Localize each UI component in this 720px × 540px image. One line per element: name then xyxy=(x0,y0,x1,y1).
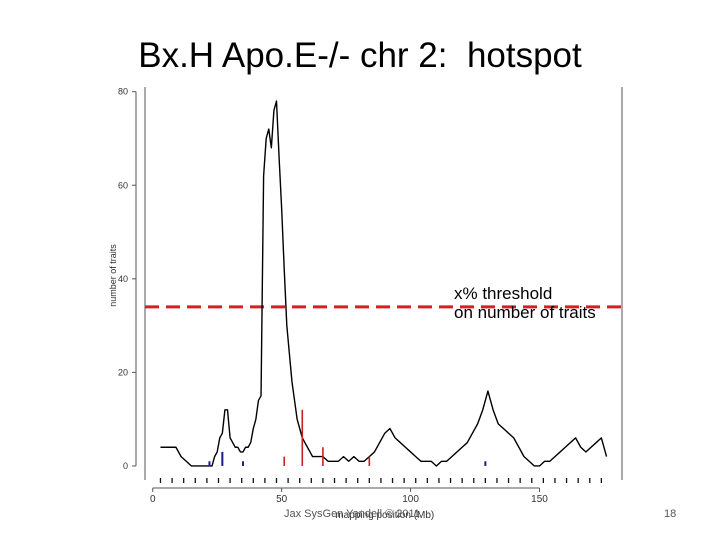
y-tick-label: 60 xyxy=(118,180,128,190)
plot-frame xyxy=(144,87,623,480)
threshold-annotation-line2: on number of traits xyxy=(454,303,596,322)
y-tick-label: 40 xyxy=(118,274,128,284)
x-tick-label: 50 xyxy=(276,494,288,505)
x-tick-label: 100 xyxy=(402,494,419,505)
chart-axes xyxy=(132,91,540,492)
y-tick-label: 0 xyxy=(123,461,128,471)
chart-marks xyxy=(145,100,622,483)
threshold-annotation-line1: x% threshold xyxy=(454,284,553,303)
threshold-annotation: x% threshold on number of traits xyxy=(454,284,596,322)
y-axis-label: number of traits xyxy=(108,244,118,307)
x-tick-label: 150 xyxy=(531,494,548,505)
y-tick-label: 20 xyxy=(118,367,128,377)
page-number: 18 xyxy=(664,508,677,520)
slide-title: Bx.H Apo.E-/- chr 2: hotspot xyxy=(138,36,582,75)
y-tick-label: 80 xyxy=(118,87,128,97)
x-tick-label: 0 xyxy=(150,494,156,505)
x-axis-label: mapping position (Mb) xyxy=(335,510,434,521)
series-line xyxy=(160,100,608,467)
chart-labels: 0 20 40 60 80 number of traits 0 50 100 150 mappin… xyxy=(108,87,548,521)
footer-credit: Jax SysGen Yandell © 2011 xyxy=(284,508,420,520)
